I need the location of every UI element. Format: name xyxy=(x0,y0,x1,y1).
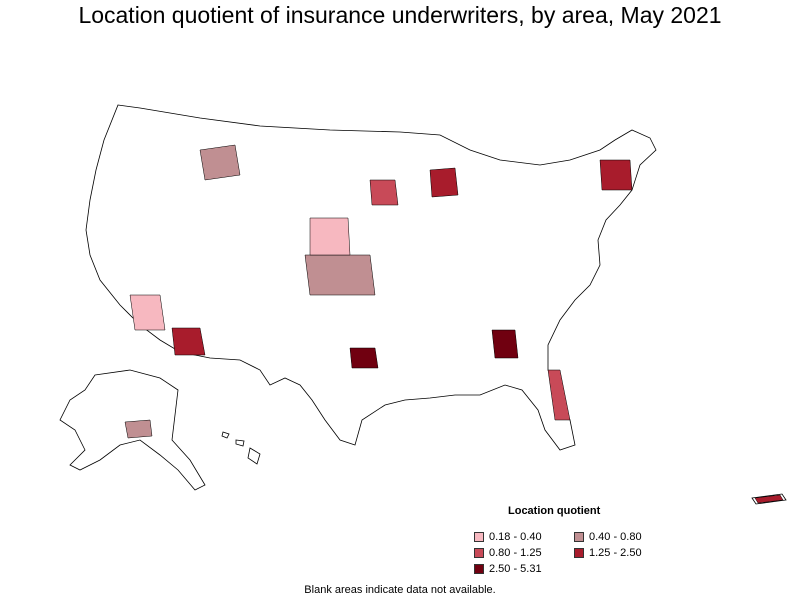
map-outlines xyxy=(59,104,787,505)
map-title: Location quotient of insurance underwrit… xyxy=(78,2,722,28)
footnote: Blank areas indicate data not available. xyxy=(304,584,496,596)
hawaii-outline xyxy=(221,431,261,465)
legend-item-0: 0.18 - 0.40 xyxy=(474,531,542,543)
legend-label: 0.40 - 0.80 xyxy=(589,531,642,543)
legend-item-2: 0.80 - 1.25 xyxy=(474,547,542,559)
legend-item-3: 1.25 - 2.50 xyxy=(574,547,642,559)
legend-swatch xyxy=(474,532,484,542)
legend-label: 0.80 - 1.25 xyxy=(489,547,542,559)
legend-item-1: 0.40 - 0.80 xyxy=(574,531,642,543)
legend-swatch xyxy=(474,564,484,574)
legend-label: 0.18 - 0.40 xyxy=(489,531,542,543)
legend-swatch xyxy=(574,532,584,542)
legend-swatch xyxy=(574,548,584,558)
legend-swatch xyxy=(474,548,484,558)
legend-item-4: 2.50 - 5.31 xyxy=(474,563,542,575)
legend-label: 2.50 - 5.31 xyxy=(489,563,542,575)
legend-title: Location quotient xyxy=(508,505,601,517)
map-shaded-areas xyxy=(124,144,784,504)
legend-label: 1.25 - 2.50 xyxy=(589,547,642,559)
